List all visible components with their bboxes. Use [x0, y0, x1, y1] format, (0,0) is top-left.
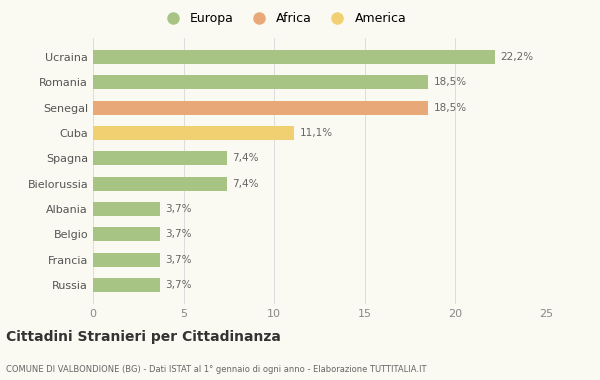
Text: 11,1%: 11,1% [299, 128, 332, 138]
Bar [93, 75, 428, 89]
Text: 3,7%: 3,7% [166, 255, 192, 264]
Legend: Europa, Africa, America: Europa, Africa, America [155, 7, 412, 30]
Text: 18,5%: 18,5% [434, 78, 467, 87]
Text: 3,7%: 3,7% [166, 204, 192, 214]
Bar [93, 177, 227, 191]
Bar [93, 202, 160, 216]
Text: Cittadini Stranieri per Cittadinanza: Cittadini Stranieri per Cittadinanza [6, 330, 281, 344]
Bar [93, 101, 428, 115]
Bar [93, 126, 294, 140]
Bar [93, 253, 160, 267]
Bar [93, 278, 160, 292]
Text: 3,7%: 3,7% [166, 280, 192, 290]
Bar [93, 50, 495, 64]
Text: COMUNE DI VALBONDIONE (BG) - Dati ISTAT al 1° gennaio di ogni anno - Elaborazion: COMUNE DI VALBONDIONE (BG) - Dati ISTAT … [6, 365, 427, 374]
Text: 7,4%: 7,4% [233, 154, 259, 163]
Bar [93, 151, 227, 165]
Text: 22,2%: 22,2% [501, 52, 534, 62]
Bar [93, 227, 160, 241]
Text: 18,5%: 18,5% [434, 103, 467, 113]
Text: 3,7%: 3,7% [166, 229, 192, 239]
Text: 7,4%: 7,4% [233, 179, 259, 188]
